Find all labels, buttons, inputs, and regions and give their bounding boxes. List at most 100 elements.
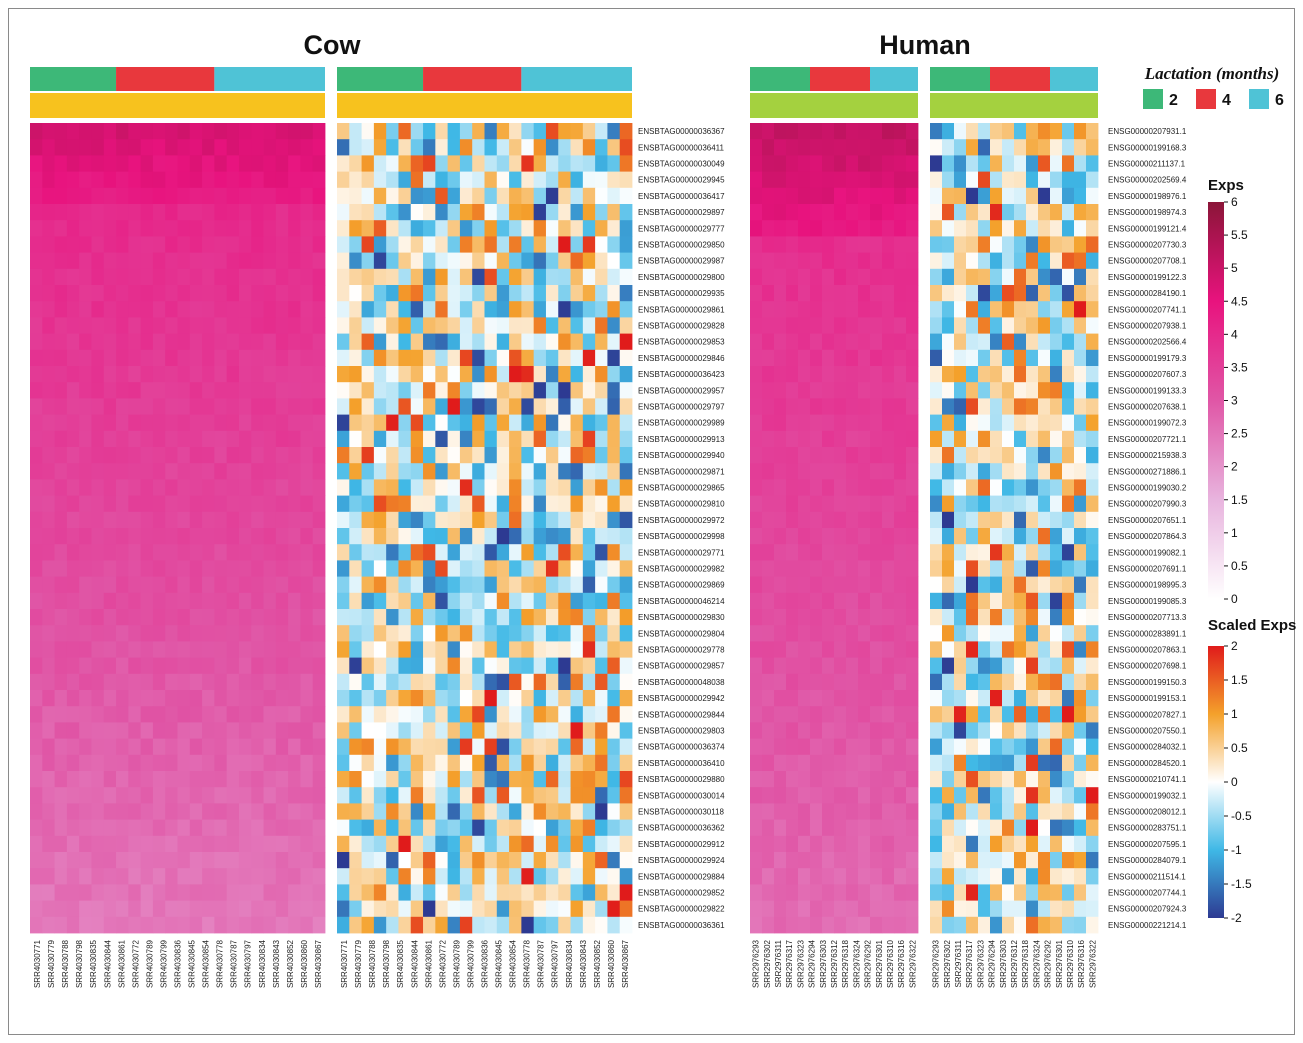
heatmap-cell <box>116 609 129 626</box>
heatmap-cell <box>1014 722 1027 739</box>
heatmap-cell <box>954 414 967 432</box>
heatmap-cell <box>1002 430 1015 448</box>
heatmap-cell <box>361 916 375 934</box>
heatmap-cell <box>966 463 979 480</box>
heatmap-cell <box>349 268 362 286</box>
sample-label: SRR2976310 <box>886 939 895 988</box>
heatmap-cell <box>447 722 461 739</box>
heatmap-cell <box>521 349 535 367</box>
heatmap-cell <box>1014 852 1027 869</box>
heatmap-cell <box>774 544 787 561</box>
heatmap-cell <box>822 447 835 464</box>
heatmap-cell <box>238 447 252 464</box>
heatmap-cell <box>798 690 811 707</box>
heatmap-cell <box>275 576 289 594</box>
heatmap-cell <box>582 430 596 448</box>
heatmap-cell <box>410 722 424 739</box>
heatmap-cell <box>165 528 178 545</box>
heatmap-cell <box>942 528 955 545</box>
heatmap-cell <box>140 155 154 172</box>
heatmap-cell <box>91 560 105 577</box>
gene-label: ENSG00000207595.1 <box>1108 840 1187 849</box>
heatmap-cell <box>263 900 277 918</box>
sample-label: SRR2976292 <box>864 939 873 988</box>
heatmap-cell <box>42 139 55 156</box>
heatmap-cell <box>459 139 473 156</box>
heatmap-cell <box>619 852 633 869</box>
gene-label: ENSG00000207638.1 <box>1108 403 1187 412</box>
heatmap-cell <box>435 771 449 788</box>
heatmap-cell <box>214 528 228 545</box>
heatmap-cell <box>435 835 449 853</box>
heatmap-cell <box>882 625 895 642</box>
heatmap-cell <box>619 220 633 237</box>
heatmap-cell <box>423 511 436 529</box>
lactation-group-bar <box>423 67 522 91</box>
heatmap-cell <box>312 884 326 901</box>
heatmap-cell <box>398 884 412 901</box>
heatmap-cell <box>103 722 117 739</box>
heatmap-cell <box>202 916 215 934</box>
heatmap-cell <box>398 414 412 432</box>
heatmap-cell <box>762 447 775 464</box>
heatmap-cell <box>288 722 301 739</box>
heatmap-cell <box>894 139 907 156</box>
legend-tick-label: 1.5 <box>1231 673 1248 687</box>
heatmap-cell <box>1086 171 1099 189</box>
heatmap-cell <box>1062 690 1075 707</box>
heatmap-cell <box>1002 398 1015 415</box>
heatmap-cell <box>762 511 775 529</box>
heatmap-cell <box>54 544 68 561</box>
heatmap-cell <box>349 560 362 577</box>
heatmap-cell <box>1086 706 1099 723</box>
heatmap-cell <box>1002 641 1015 658</box>
heatmap-cell <box>238 722 252 739</box>
heatmap-cell <box>42 204 55 221</box>
heatmap-cell <box>1038 592 1051 610</box>
heatmap-cell <box>435 576 449 594</box>
heatmap-cell <box>978 787 991 804</box>
heatmap-cell <box>978 673 991 691</box>
heatmap-cell <box>521 884 535 901</box>
heatmap-cell <box>834 301 847 318</box>
heatmap-cell <box>786 657 799 675</box>
gene-label: ENSBTAG00000029998 <box>638 532 725 541</box>
heatmap-cell <box>1026 722 1039 739</box>
heatmap-cell <box>484 414 498 432</box>
heatmap-cell <box>894 123 907 140</box>
heatmap-cell <box>762 430 775 448</box>
heatmap-cell <box>545 884 559 901</box>
legend-tick-label: 1 <box>1231 526 1238 540</box>
heatmap-cell <box>607 544 621 561</box>
heatmap-cell <box>786 884 799 901</box>
heatmap-cell <box>533 123 547 140</box>
heatmap-cell <box>361 204 375 221</box>
heatmap-cell <box>582 787 596 804</box>
heatmap-cell <box>447 333 461 351</box>
heatmap-cell <box>822 787 835 804</box>
heatmap-cell <box>54 398 68 415</box>
heatmap-cell <box>798 754 811 772</box>
heatmap-cell <box>398 754 412 772</box>
heatmap-cell <box>410 366 424 383</box>
heatmap-cell <box>337 349 350 367</box>
heatmap-cell <box>786 690 799 707</box>
heatmap-cell <box>894 268 907 286</box>
heatmap-cell <box>116 479 129 496</box>
heatmap-cell <box>619 690 633 707</box>
heatmap-cell <box>1062 722 1075 739</box>
heatmap-cell <box>459 819 473 837</box>
heatmap-cell <box>177 819 191 837</box>
heatmap-cell <box>533 803 547 820</box>
heatmap-cell <box>786 916 799 934</box>
heatmap-cell <box>79 690 92 707</box>
heatmap-cell <box>373 220 387 237</box>
heatmap-cell <box>398 868 412 885</box>
heatmap-cell <box>870 803 883 820</box>
heatmap-cell <box>786 528 799 545</box>
heatmap-cell <box>1026 479 1039 496</box>
heatmap-cell <box>558 430 571 448</box>
heatmap-cell <box>373 155 387 172</box>
heatmap-cell <box>361 430 375 448</box>
heatmap-cell <box>545 430 559 448</box>
